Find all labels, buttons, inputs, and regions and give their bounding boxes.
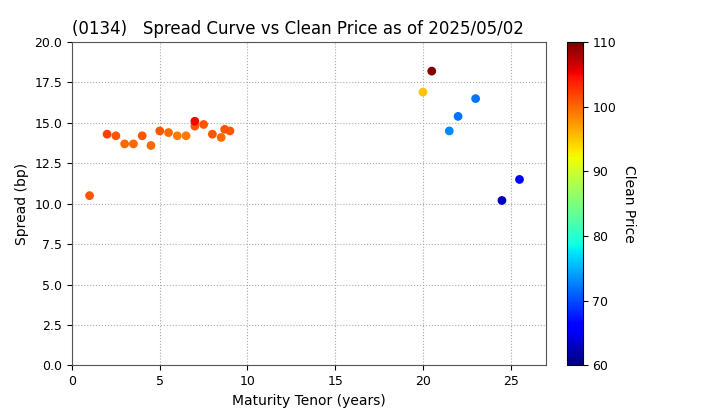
Point <box>102 131 113 137</box>
Point <box>189 123 201 129</box>
Point <box>224 128 235 134</box>
Point <box>496 197 508 204</box>
Point <box>189 118 201 125</box>
Y-axis label: Spread (bp): Spread (bp) <box>15 163 29 245</box>
Y-axis label: Clean Price: Clean Price <box>622 165 636 243</box>
Text: (0134)   Spread Curve vs Clean Price as of 2025/05/02: (0134) Spread Curve vs Clean Price as of… <box>72 20 524 38</box>
Point <box>452 113 464 120</box>
Point <box>514 176 526 183</box>
Point <box>198 121 210 128</box>
Point <box>145 142 157 149</box>
Point <box>110 132 122 139</box>
Point <box>219 126 230 133</box>
Point <box>426 68 438 74</box>
Point <box>417 89 428 95</box>
Point <box>119 141 130 147</box>
Point <box>127 141 139 147</box>
Point <box>171 132 183 139</box>
Point <box>470 95 482 102</box>
Point <box>163 129 174 136</box>
Point <box>84 192 95 199</box>
Point <box>444 128 455 134</box>
Point <box>215 134 227 141</box>
Point <box>154 128 166 134</box>
X-axis label: Maturity Tenor (years): Maturity Tenor (years) <box>232 394 386 408</box>
Point <box>207 131 218 137</box>
Point <box>180 132 192 139</box>
Point <box>136 132 148 139</box>
